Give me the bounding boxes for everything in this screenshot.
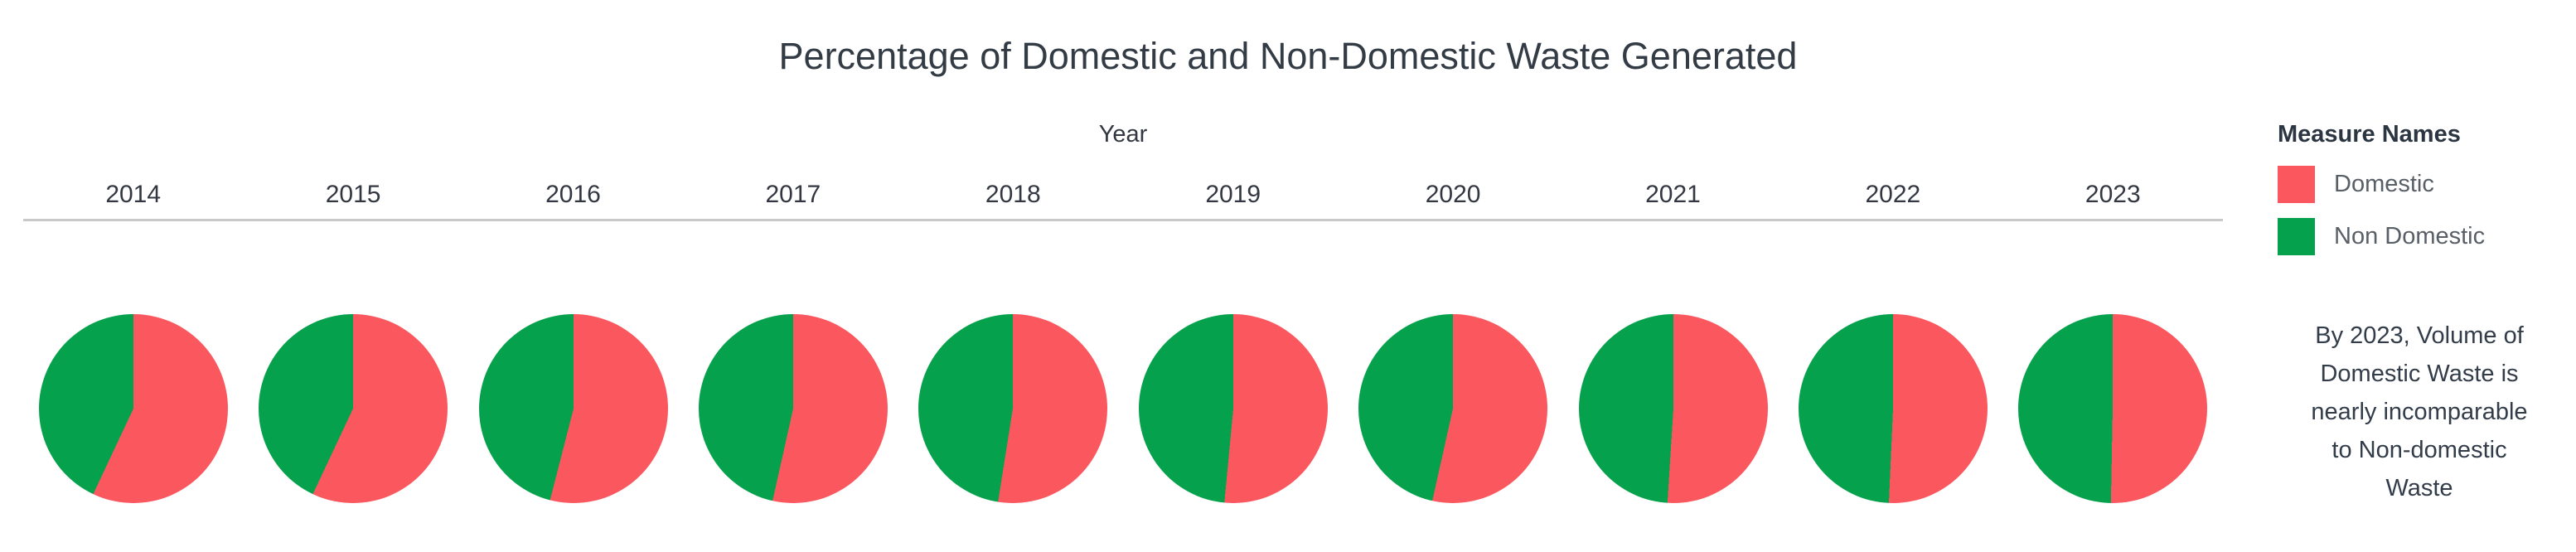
year-tick-2018[interactable]: 2018 [985,181,1041,208]
pie-2021[interactable] [1578,314,1768,503]
year-tick-2015[interactable]: 2015 [325,181,381,208]
year-tick-2014[interactable]: 2014 [105,181,162,208]
year-axis-label: Year [1098,121,1148,148]
legend-label-domestic[interactable]: Domestic [2334,171,2434,197]
pie-2017[interactable] [698,314,888,503]
pie-2014[interactable] [38,314,228,503]
pie-2020[interactable] [1358,314,1548,503]
legend-swatch-non-domestic[interactable] [2278,218,2315,255]
year-tick-2021[interactable]: 2021 [1645,181,1701,208]
chart-title: Percentage of Domestic and Non-Domestic … [778,35,1798,77]
year-tick-2020[interactable]: 2020 [1425,181,1481,208]
legend-title: Measure Names [2278,121,2461,148]
year-tick-2022[interactable]: 2022 [1865,181,1921,208]
year-tick-2019[interactable]: 2019 [1205,181,1261,208]
pie-2015[interactable] [259,314,448,503]
pie-2019[interactable] [1138,314,1328,503]
pie-2018[interactable] [918,314,1108,503]
year-tick-2023[interactable]: 2023 [2085,181,2141,208]
axis-divider-line [23,219,2223,221]
year-tick-2017[interactable]: 2017 [765,181,821,208]
legend-swatch-domestic[interactable] [2278,166,2315,203]
pie-2016[interactable] [478,314,668,503]
year-tick-2016[interactable]: 2016 [545,181,601,208]
annotation-text: By 2023, Volume of Domestic Waste is nea… [2311,322,2528,501]
legend-label-non-domestic[interactable]: Non Domestic [2334,223,2486,249]
pie-2023[interactable] [2018,314,2208,503]
pie-2022[interactable] [1798,314,1988,503]
